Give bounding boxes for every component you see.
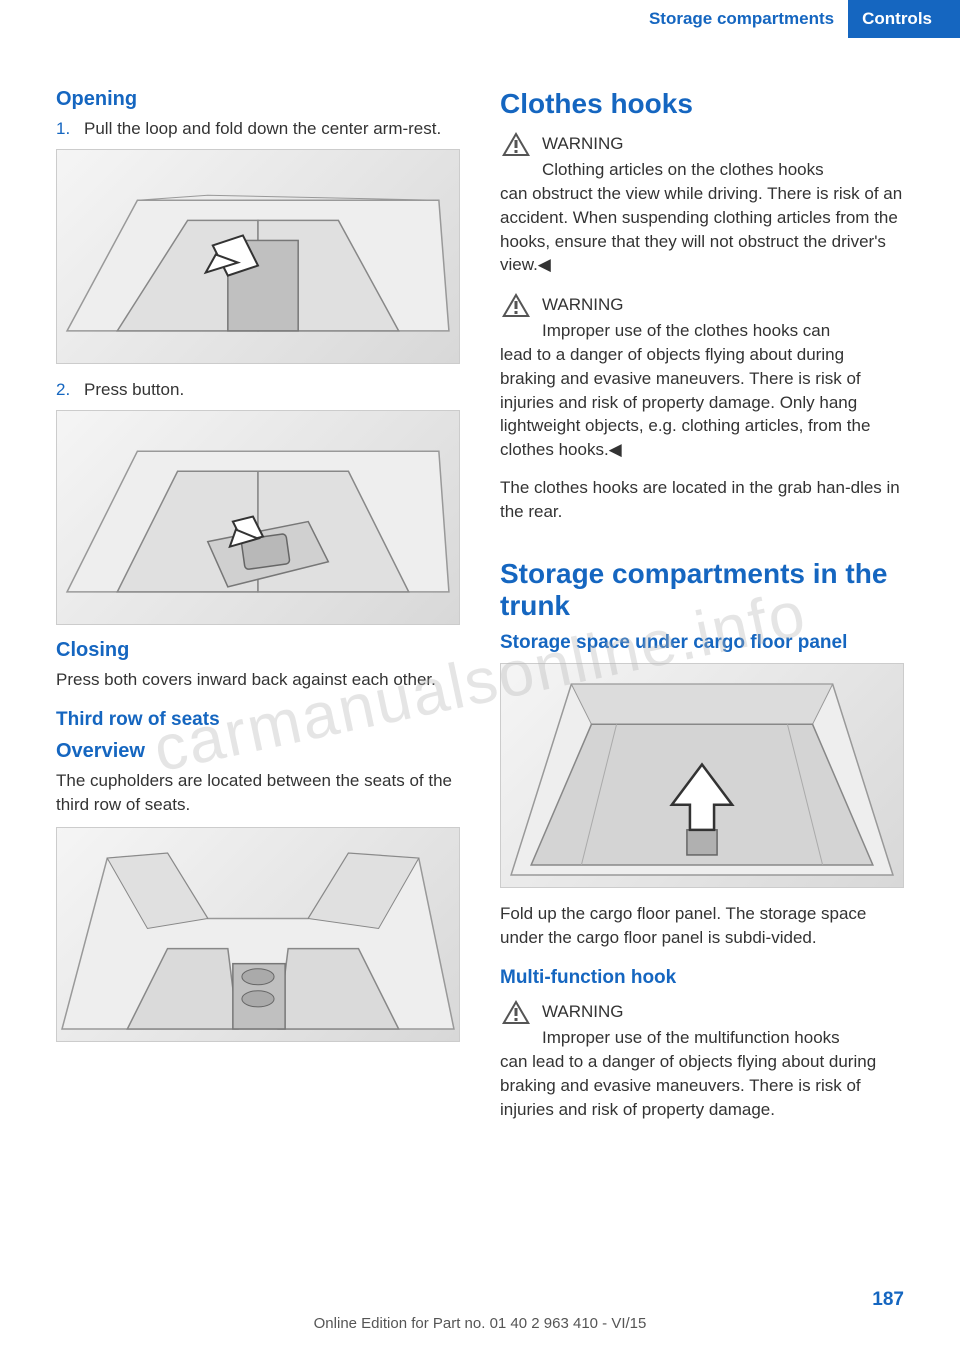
warning-2: WARNING Improper use of the clothes hook… xyxy=(500,291,904,462)
step-2: 2. Press button. xyxy=(56,378,460,402)
warning-1-label: WARNING xyxy=(542,130,624,158)
figure-armrest-svg xyxy=(57,150,459,364)
trunk-sub2: Multi-function hook xyxy=(500,967,904,990)
warning-2-rest: lead to a danger of objects flying about… xyxy=(500,343,904,462)
warning-3-first: Improper use of the multifunction hooks xyxy=(500,1026,904,1050)
content-columns: Opening 1. Pull the loop and fold down t… xyxy=(0,88,960,1135)
figure-cupholders-svg xyxy=(57,828,459,1042)
left-column: Opening 1. Pull the loop and fold down t… xyxy=(56,88,460,1135)
overview-title: Overview xyxy=(56,740,460,763)
page: Storage compartments Controls Opening 1.… xyxy=(0,0,960,1135)
header-chapter: Controls xyxy=(848,0,960,38)
header-section: Storage compartments xyxy=(635,0,848,38)
figure-button xyxy=(56,410,460,625)
warning-1-rest: can obstruct the view while driving. The… xyxy=(500,182,904,277)
trunk-sub1-text: Fold up the cargo floor panel. The stora… xyxy=(500,902,904,950)
figure-button-svg xyxy=(57,411,459,625)
warning-icon xyxy=(500,998,532,1026)
closing-title: Closing xyxy=(56,639,460,662)
warning-3-rest: can lead to a danger of objects flying a… xyxy=(500,1050,904,1121)
closing-text: Press both covers inward back against ea… xyxy=(56,668,460,692)
step-1-num: 1. xyxy=(56,117,84,141)
warning-3: WARNING Improper use of the multifunctio… xyxy=(500,998,904,1121)
step-1: 1. Pull the loop and fold down the cente… xyxy=(56,117,460,141)
warning-2-first: Improper use of the clothes hooks can xyxy=(500,319,904,343)
footer: 187 Online Edition for Part no. 01 40 2 … xyxy=(0,1289,960,1332)
footer-text: Online Edition for Part no. 01 40 2 963 … xyxy=(56,1315,904,1332)
right-column: Clothes hooks WARNING Clothing articles … xyxy=(500,88,904,1135)
overview-text: The cupholders are located between the s… xyxy=(56,769,460,817)
opening-title: Opening xyxy=(56,88,460,111)
step-2-num: 2. xyxy=(56,378,84,402)
figure-cargo-svg xyxy=(501,664,903,888)
figure-armrest xyxy=(56,149,460,364)
warning-1: WARNING Clothing articles on the clothes… xyxy=(500,130,904,277)
trunk-title: Storage compartments in the trunk xyxy=(500,558,904,622)
warning-1-first: Clothing articles on the clothes hooks xyxy=(500,158,904,182)
trunk-sub1: Storage space under cargo floor panel xyxy=(500,632,904,655)
warning-3-label: WARNING xyxy=(542,998,624,1026)
figure-cupholders xyxy=(56,827,460,1042)
third-row-title: Third row of seats xyxy=(56,709,460,732)
warning-icon xyxy=(500,291,532,319)
clothes-location: The clothes hooks are located in the gra… xyxy=(500,476,904,524)
step-2-text: Press button. xyxy=(84,378,460,402)
step-1-text: Pull the loop and fold down the center a… xyxy=(84,117,460,141)
figure-cargo-floor xyxy=(500,663,904,888)
warning-2-label: WARNING xyxy=(542,291,624,319)
page-header: Storage compartments Controls xyxy=(0,0,960,38)
page-number: 187 xyxy=(56,1289,904,1311)
clothes-hooks-title: Clothes hooks xyxy=(500,88,904,120)
warning-icon xyxy=(500,130,532,158)
